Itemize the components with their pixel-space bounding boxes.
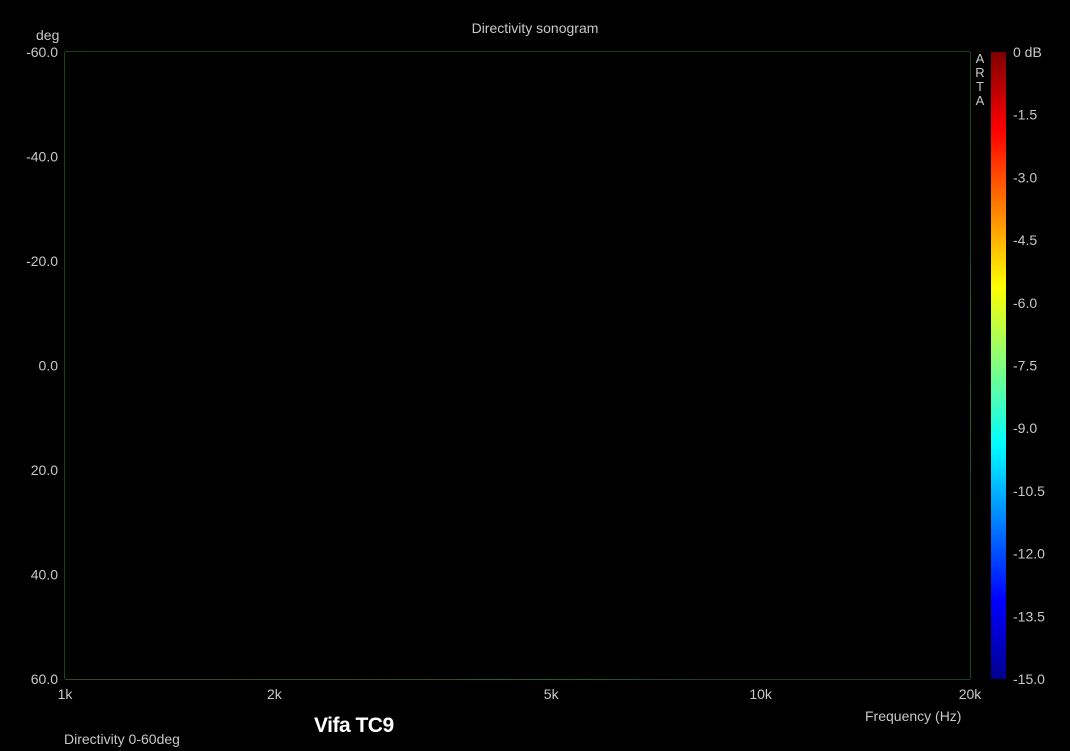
chart-title: Directivity sonogram xyxy=(471,20,599,36)
colorbar-tick-label: 0 dB xyxy=(1013,44,1042,60)
x-tick-label: 10k xyxy=(749,686,773,702)
speaker-model-title: Vifa TC9 xyxy=(314,714,394,737)
x-tick-label: 2k xyxy=(267,686,283,702)
x-tick-label: 1k xyxy=(58,686,74,702)
y-tick-label: 60.0 xyxy=(31,671,58,687)
y-tick-label: 40.0 xyxy=(31,567,58,583)
axes: 1k 2k 5k 10k 20k -60.0 -40.0 -20.0 0.0 20.0 40.0 60… xyxy=(26,44,982,702)
colorbar-tick-label: -13.5 xyxy=(1013,608,1045,624)
y-tick-label: -60.0 xyxy=(26,44,58,60)
colorbar-tick-label: -7.5 xyxy=(1013,358,1037,374)
y-tick-label: 0.0 xyxy=(39,358,59,374)
y-tick-label: -40.0 xyxy=(26,149,58,165)
x-tick-label: 5k xyxy=(544,686,560,702)
colorbar-gradient xyxy=(991,52,1006,679)
colorbar-tick-label: -3.0 xyxy=(1013,169,1037,185)
colorbar-tick-label: -15.0 xyxy=(1013,671,1045,687)
colorbar-tick-label: -12.0 xyxy=(1013,546,1045,562)
footer-note: Directivity 0-60deg xyxy=(64,731,180,747)
x-tick-label: 20k xyxy=(959,686,983,702)
y-tick-label: -20.0 xyxy=(26,253,58,269)
colorbar-tick-label: -1.5 xyxy=(1013,107,1037,123)
colorbar-tick-label: -6.0 xyxy=(1013,295,1037,311)
colorbar: 0 dB -1.5 -3.0 -4.5 -6.0 -7.5 -9.0 -10.5 -12.0 -1… xyxy=(991,44,1045,687)
colorbar-tick-label: -10.5 xyxy=(1013,483,1045,499)
colorbar-tick-label: -9.0 xyxy=(1013,420,1037,436)
y-tick-label: 20.0 xyxy=(31,462,58,478)
x-axis-label: Frequency (Hz) xyxy=(865,708,962,724)
colorbar-tick-label: -4.5 xyxy=(1013,232,1037,248)
plot-area xyxy=(65,52,970,679)
y-axis-label: deg xyxy=(36,27,60,43)
